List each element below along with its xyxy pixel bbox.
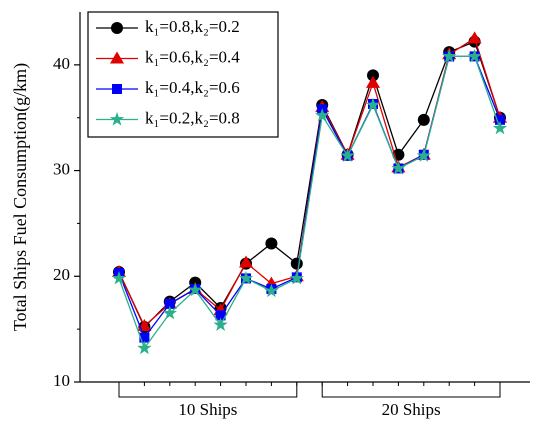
marker (442, 48, 457, 63)
group-label: 10 Ships (178, 400, 237, 419)
marker (109, 112, 125, 126)
marker (340, 148, 355, 162)
marker (367, 69, 379, 82)
y-tick-label: 10 (53, 371, 70, 390)
legend-label: k₁=0.6,k₂=0.4 (145, 47, 240, 66)
marker (162, 305, 177, 320)
marker (289, 270, 304, 285)
y-tick-label: 20 (53, 265, 70, 284)
marker (264, 283, 279, 298)
marker (112, 84, 122, 94)
marker (188, 282, 203, 297)
marker (391, 160, 406, 175)
group-label: 20 Ships (382, 400, 441, 419)
marker (238, 270, 254, 285)
marker (213, 317, 228, 331)
series-line (118, 55, 501, 350)
marker (110, 51, 124, 64)
marker (111, 270, 127, 285)
marker (215, 310, 226, 321)
y-tick-label: 30 (53, 159, 70, 178)
marker (495, 114, 505, 125)
group-bracket (321, 382, 501, 398)
legend-label: k₁=0.4,k₂=0.6 (145, 78, 240, 97)
marker (137, 340, 152, 355)
y-axis-label: Total Ships Fuel Consumption(g/km) (10, 63, 31, 331)
marker (492, 120, 508, 135)
series-line (118, 40, 501, 329)
marker (467, 31, 482, 44)
marker (265, 237, 278, 250)
legend-label: k₁=0.8,k₂=0.2 (145, 17, 240, 36)
marker (139, 332, 150, 343)
marker (315, 108, 330, 122)
marker (416, 148, 431, 162)
marker (239, 255, 253, 268)
marker (365, 97, 381, 112)
group-bracket (118, 382, 298, 398)
marker (366, 75, 380, 88)
marker (467, 48, 482, 63)
marker (417, 113, 430, 126)
marker (111, 22, 123, 34)
legend-label: k₁=0.2,k₂=0.8 (145, 108, 240, 127)
marker (164, 298, 175, 309)
marker (290, 257, 303, 270)
y-tick-label: 40 (53, 54, 70, 73)
